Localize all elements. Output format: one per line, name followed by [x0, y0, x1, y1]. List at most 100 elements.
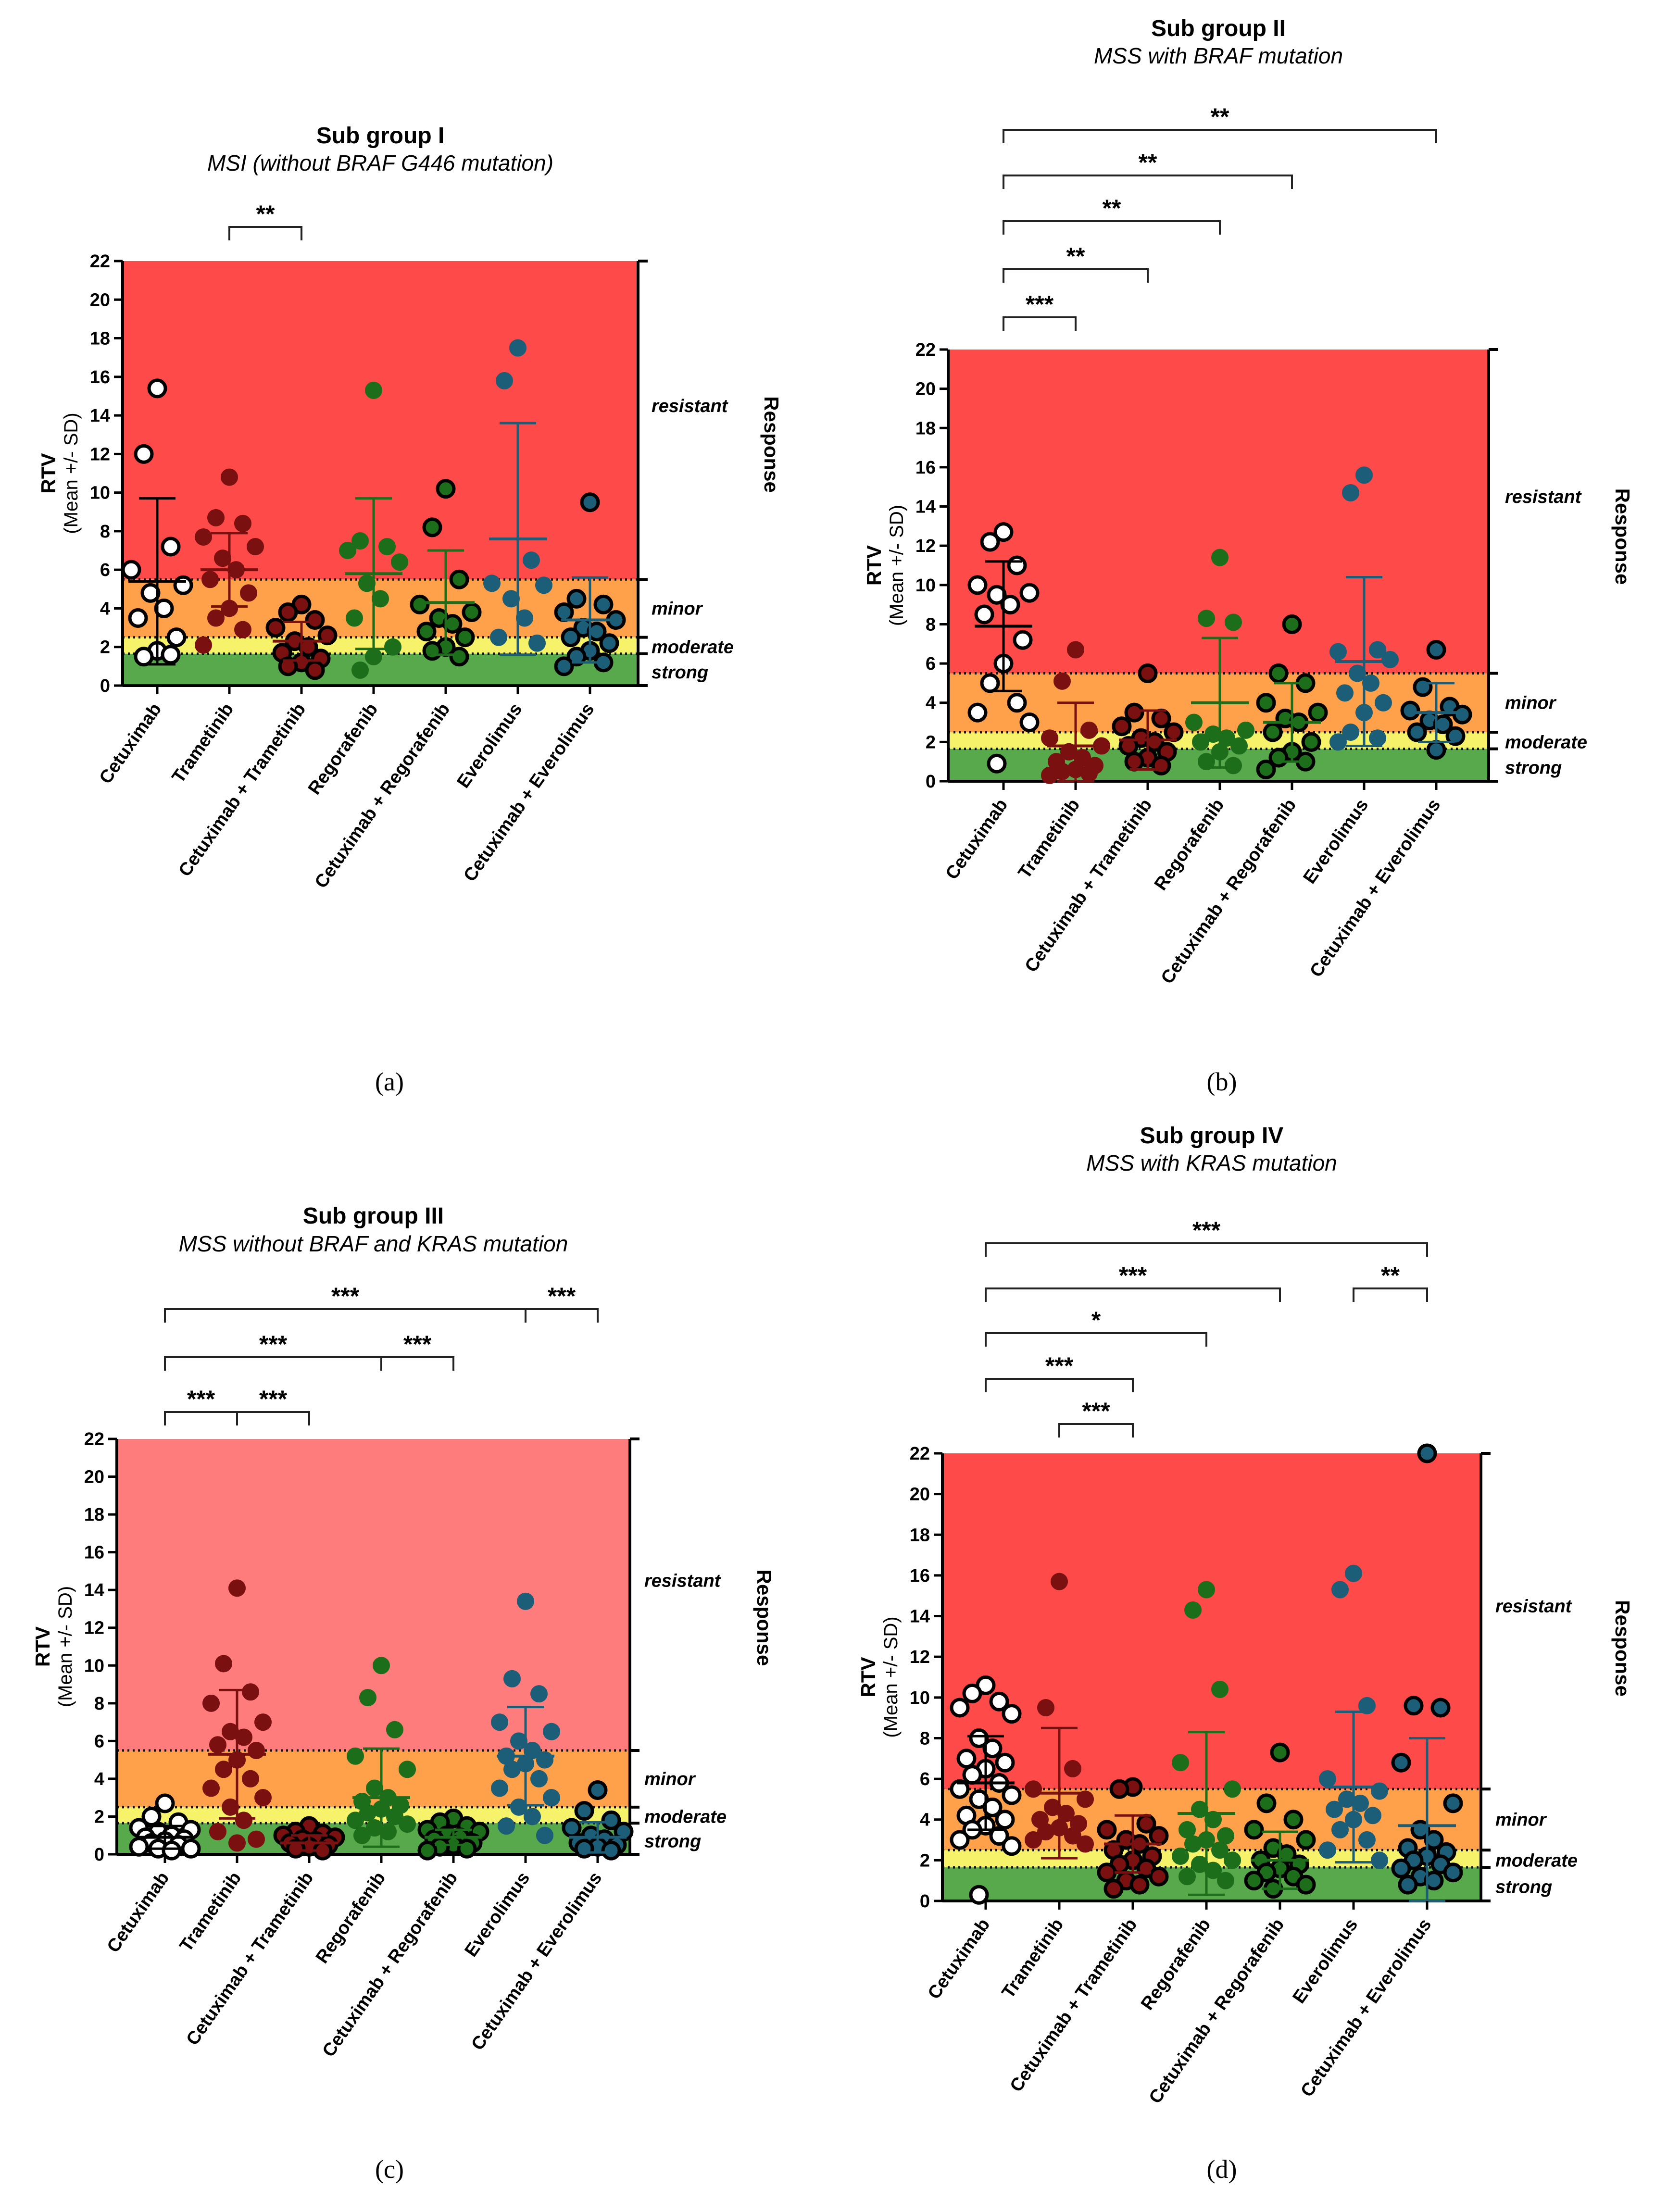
data-point	[265, 618, 286, 638]
data-point	[987, 753, 1007, 774]
data-point	[1198, 753, 1215, 771]
significance-bracket: **	[228, 200, 302, 240]
data-point	[222, 1798, 239, 1816]
data-point	[359, 1804, 376, 1822]
data-point	[134, 444, 154, 464]
data-point	[1256, 760, 1276, 780]
data-point	[228, 1834, 246, 1852]
data-point	[215, 1761, 232, 1778]
data-point	[1211, 1680, 1229, 1698]
data-point	[574, 1801, 594, 1821]
zone-resistant	[948, 350, 1489, 674]
series-regorafenib	[1172, 1581, 1241, 1896]
data-point	[950, 1698, 970, 1718]
data-point	[1237, 721, 1254, 739]
significance-label: ***	[1119, 1262, 1147, 1289]
y-tick-label-12: 12	[84, 1618, 104, 1638]
data-point	[202, 1779, 220, 1797]
x-tick-label-trametinib: Trametinib	[176, 1868, 246, 1955]
data-point	[980, 532, 1000, 552]
significance-bracket: ***	[236, 1386, 310, 1425]
significance-bracket: ***	[985, 1217, 1428, 1257]
x-tick-label-trametinib: Trametinib	[168, 700, 238, 787]
data-point	[962, 1765, 982, 1785]
significance-bracket: ***	[164, 1331, 382, 1371]
panel-label: (d)	[1207, 2155, 1237, 2184]
data-point	[214, 550, 231, 567]
data-point	[1053, 672, 1071, 690]
data-point	[982, 1797, 1003, 1817]
series-trametinib	[1041, 641, 1110, 784]
series-cetuximab-trametinib	[1112, 663, 1184, 775]
data-point	[1204, 1811, 1222, 1828]
y-tick-label-20: 20	[915, 379, 936, 400]
data-point	[1204, 1862, 1222, 1879]
data-point	[384, 638, 401, 656]
data-point	[1230, 737, 1248, 755]
data-point	[449, 569, 469, 589]
response-axis-title: Response	[1611, 1600, 1634, 1697]
chart-subtitle: MSI (without BRAF G446 mutation)	[207, 150, 553, 175]
x-tick-label-cetuximab-trametinib: Cetuximab + Trametinib	[182, 1868, 317, 2049]
data-point	[588, 1780, 608, 1800]
data-point	[339, 542, 356, 560]
significance-label: **	[1381, 1262, 1400, 1289]
significance-label: **	[256, 200, 275, 227]
data-point	[278, 656, 298, 676]
data-point	[247, 538, 264, 556]
data-point	[1124, 751, 1144, 772]
y-tick-label-10: 10	[90, 483, 110, 503]
data-point	[1404, 1696, 1424, 1716]
significance-bracket: ***	[525, 1283, 599, 1323]
data-point	[202, 1694, 220, 1712]
data-point	[1282, 614, 1302, 634]
data-point	[554, 602, 574, 622]
series-cetuximab-trametinib	[265, 594, 338, 680]
significance-label: ***	[1192, 1217, 1221, 1244]
y-tick-label-10: 10	[915, 575, 936, 596]
x-tick-label-cetuximab: Cetuximab	[924, 1915, 994, 2003]
series-regorafenib	[1185, 549, 1254, 775]
data-point	[969, 1885, 989, 1905]
data-point	[166, 627, 187, 648]
significance-bracket: ***	[380, 1331, 454, 1371]
y-tick-label-6: 6	[920, 1769, 930, 1789]
data-point	[987, 585, 1007, 605]
x-tick-label-regorafenib: Regorafenib	[1151, 795, 1229, 894]
y-tick-label-4: 4	[100, 599, 110, 619]
significance-label: ***	[187, 1386, 215, 1412]
chart-panel-c: 0 2 4 6 8 10 12 14 16 18 20 22 RTV (Mean +/- SD) Respo…	[31, 1203, 776, 2184]
data-point	[248, 1742, 265, 1759]
panel-label: (c)	[375, 2155, 404, 2184]
data-point	[967, 702, 988, 723]
data-point	[305, 610, 325, 630]
bracket-line	[164, 1356, 382, 1371]
x-tick-label-cetuximab-regorafenib: Cetuximab + Regorafenib	[319, 1868, 462, 2061]
data-point	[1319, 1770, 1336, 1788]
x-tick-label-regorafenib: Regorafenib	[1137, 1915, 1215, 2014]
y-tick-label-20: 20	[910, 1485, 930, 1505]
y-tick-label-2: 2	[920, 1850, 930, 1871]
significance-label: ***	[403, 1331, 432, 1358]
bracket-line	[164, 1411, 238, 1425]
x-tick-label-cetuximab: Cetuximab	[96, 700, 166, 787]
data-point	[391, 553, 408, 571]
data-point	[1342, 484, 1359, 501]
data-point	[543, 1789, 560, 1807]
data-point	[517, 1592, 534, 1610]
data-point	[1041, 766, 1058, 784]
data-point	[491, 1779, 508, 1797]
data-point	[1007, 693, 1027, 713]
data-point	[995, 1810, 1015, 1830]
y-tick-label-4: 4	[926, 693, 936, 713]
data-point	[1025, 1831, 1042, 1849]
data-point	[989, 1826, 1009, 1846]
data-point	[1198, 1581, 1215, 1599]
bracket-line	[380, 1356, 454, 1371]
bracket-line	[985, 1378, 1134, 1392]
data-point	[209, 1823, 226, 1840]
bracket-line	[1003, 268, 1149, 283]
data-point	[242, 1770, 259, 1787]
x-tick-label-trametinib: Trametinib	[1015, 795, 1084, 882]
data-point	[305, 660, 325, 680]
